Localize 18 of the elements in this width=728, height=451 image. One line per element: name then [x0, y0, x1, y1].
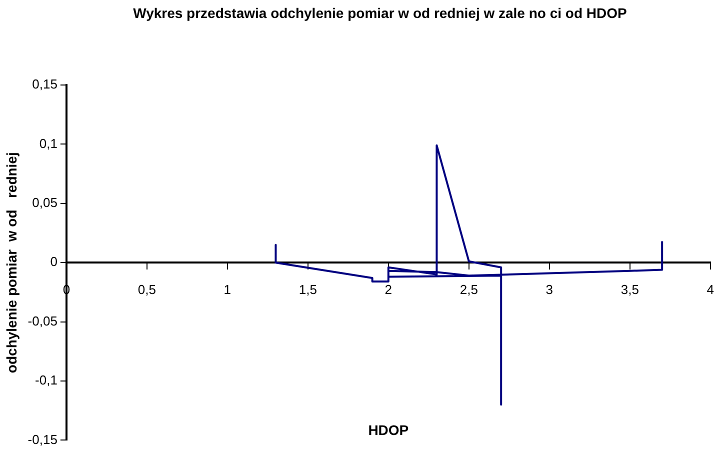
y-tick-label: -0,15	[28, 432, 58, 447]
y-tick-label: -0,1	[35, 372, 58, 388]
x-tick-label: 2	[384, 282, 392, 297]
x-tick-label: 2,5	[460, 282, 478, 297]
y-tick-label: 0,05	[32, 194, 58, 210]
x-tick-label: 0,5	[138, 282, 156, 297]
y-tick-label: -0,05	[28, 313, 58, 328]
x-axis-title: HDOP	[368, 422, 409, 438]
chart-title: Wykres przedstawia odchylenie pomiar w od redniej w zale no ci od HDOP	[132, 4, 628, 23]
y-tick-label: 0	[50, 254, 58, 270]
x-tick-label: 3,5	[620, 282, 639, 297]
x-tick-label: 4	[706, 282, 714, 297]
x-tick-label: 1	[224, 282, 232, 297]
x-tick-label: 1,5	[298, 282, 317, 297]
y-tick-label: 0,15	[32, 76, 58, 92]
y-tick-label: 0,1	[39, 136, 58, 151]
x-tick-label: 3	[546, 282, 554, 297]
y-axis-title: odchylenie pomiar w od redniej	[3, 152, 20, 374]
